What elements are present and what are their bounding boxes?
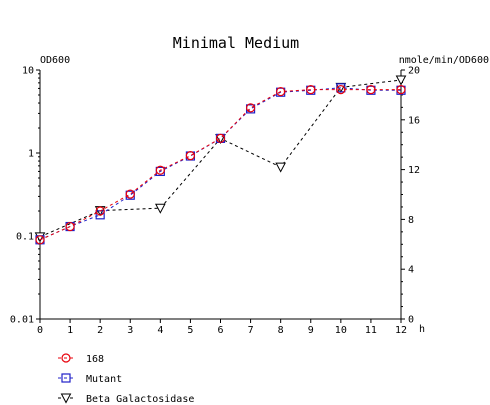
x-tick-label: 4 bbox=[157, 325, 163, 336]
y-left-tick-label: 0.1 bbox=[16, 232, 34, 243]
data-point bbox=[336, 85, 346, 95]
series-mutant bbox=[35, 83, 406, 245]
data-point bbox=[306, 85, 316, 95]
x-tick-label: 12 bbox=[395, 325, 407, 336]
data-point bbox=[275, 162, 286, 173]
data-point bbox=[185, 151, 196, 161]
data-point bbox=[276, 86, 286, 97]
x-tick-label: 8 bbox=[278, 325, 284, 336]
legend: 168 Mutant Beta Galactosidase bbox=[58, 353, 194, 405]
legend-label: Mutant bbox=[86, 374, 122, 385]
series-line bbox=[39, 89, 401, 241]
y-left-tick-label: 0.01 bbox=[10, 315, 34, 326]
x-tick-label: 2 bbox=[97, 325, 103, 336]
legend-marker bbox=[60, 393, 72, 404]
data-point bbox=[34, 232, 46, 243]
data-point bbox=[215, 133, 226, 143]
legend-item: Mutant bbox=[58, 373, 122, 385]
legend-label: Beta Galactosidase bbox=[86, 394, 194, 405]
x-tick-label: 11 bbox=[365, 325, 377, 336]
x-axis-label: h bbox=[419, 324, 425, 335]
legend-item: 168 bbox=[58, 353, 104, 365]
data-point bbox=[395, 75, 407, 86]
series-line bbox=[39, 87, 401, 241]
y-right-tick-label: 0 bbox=[408, 315, 414, 326]
y-right-tick-label: 12 bbox=[408, 165, 420, 176]
x-tick-label: 9 bbox=[308, 325, 314, 336]
y-right-tick-label: 8 bbox=[408, 215, 414, 226]
y-right-tick-label: 20 bbox=[408, 66, 420, 77]
legend-marker bbox=[61, 373, 71, 383]
data-point bbox=[366, 85, 376, 95]
data-point bbox=[245, 103, 256, 113]
y-right-tick-label: 4 bbox=[408, 265, 414, 276]
y-right-tick-label: 16 bbox=[408, 115, 420, 126]
x-tick-label: 5 bbox=[187, 325, 193, 336]
data-point bbox=[65, 221, 75, 232]
data-point bbox=[155, 165, 165, 175]
y-left-tick-label: 10 bbox=[22, 66, 34, 77]
x-tick-label: 0 bbox=[37, 325, 43, 336]
legend-label: 168 bbox=[86, 354, 104, 365]
x-tick-label: 6 bbox=[217, 325, 223, 336]
chart-title: Minimal Medium bbox=[173, 34, 299, 52]
x-tick-label: 1 bbox=[67, 325, 73, 336]
y-left-axis-label: OD600 bbox=[40, 55, 70, 66]
x-tick-label: 3 bbox=[127, 325, 133, 336]
data-point bbox=[95, 206, 105, 216]
y-left-tick-label: 1 bbox=[28, 149, 34, 160]
y-right-axis-label: nmole/min/OD600 bbox=[399, 55, 489, 66]
data-point bbox=[396, 85, 406, 95]
legend-marker bbox=[61, 353, 71, 363]
series-beta-galactosidase bbox=[34, 75, 407, 243]
data-point bbox=[35, 235, 45, 245]
series-line bbox=[39, 79, 402, 238]
series-168 bbox=[35, 85, 406, 245]
series-layer bbox=[34, 75, 407, 245]
legend-item: Beta Galactosidase bbox=[58, 393, 194, 405]
x-tick-label: 7 bbox=[248, 325, 254, 336]
x-tick-label: 10 bbox=[335, 325, 347, 336]
data-point bbox=[125, 189, 135, 199]
data-point bbox=[155, 203, 166, 214]
